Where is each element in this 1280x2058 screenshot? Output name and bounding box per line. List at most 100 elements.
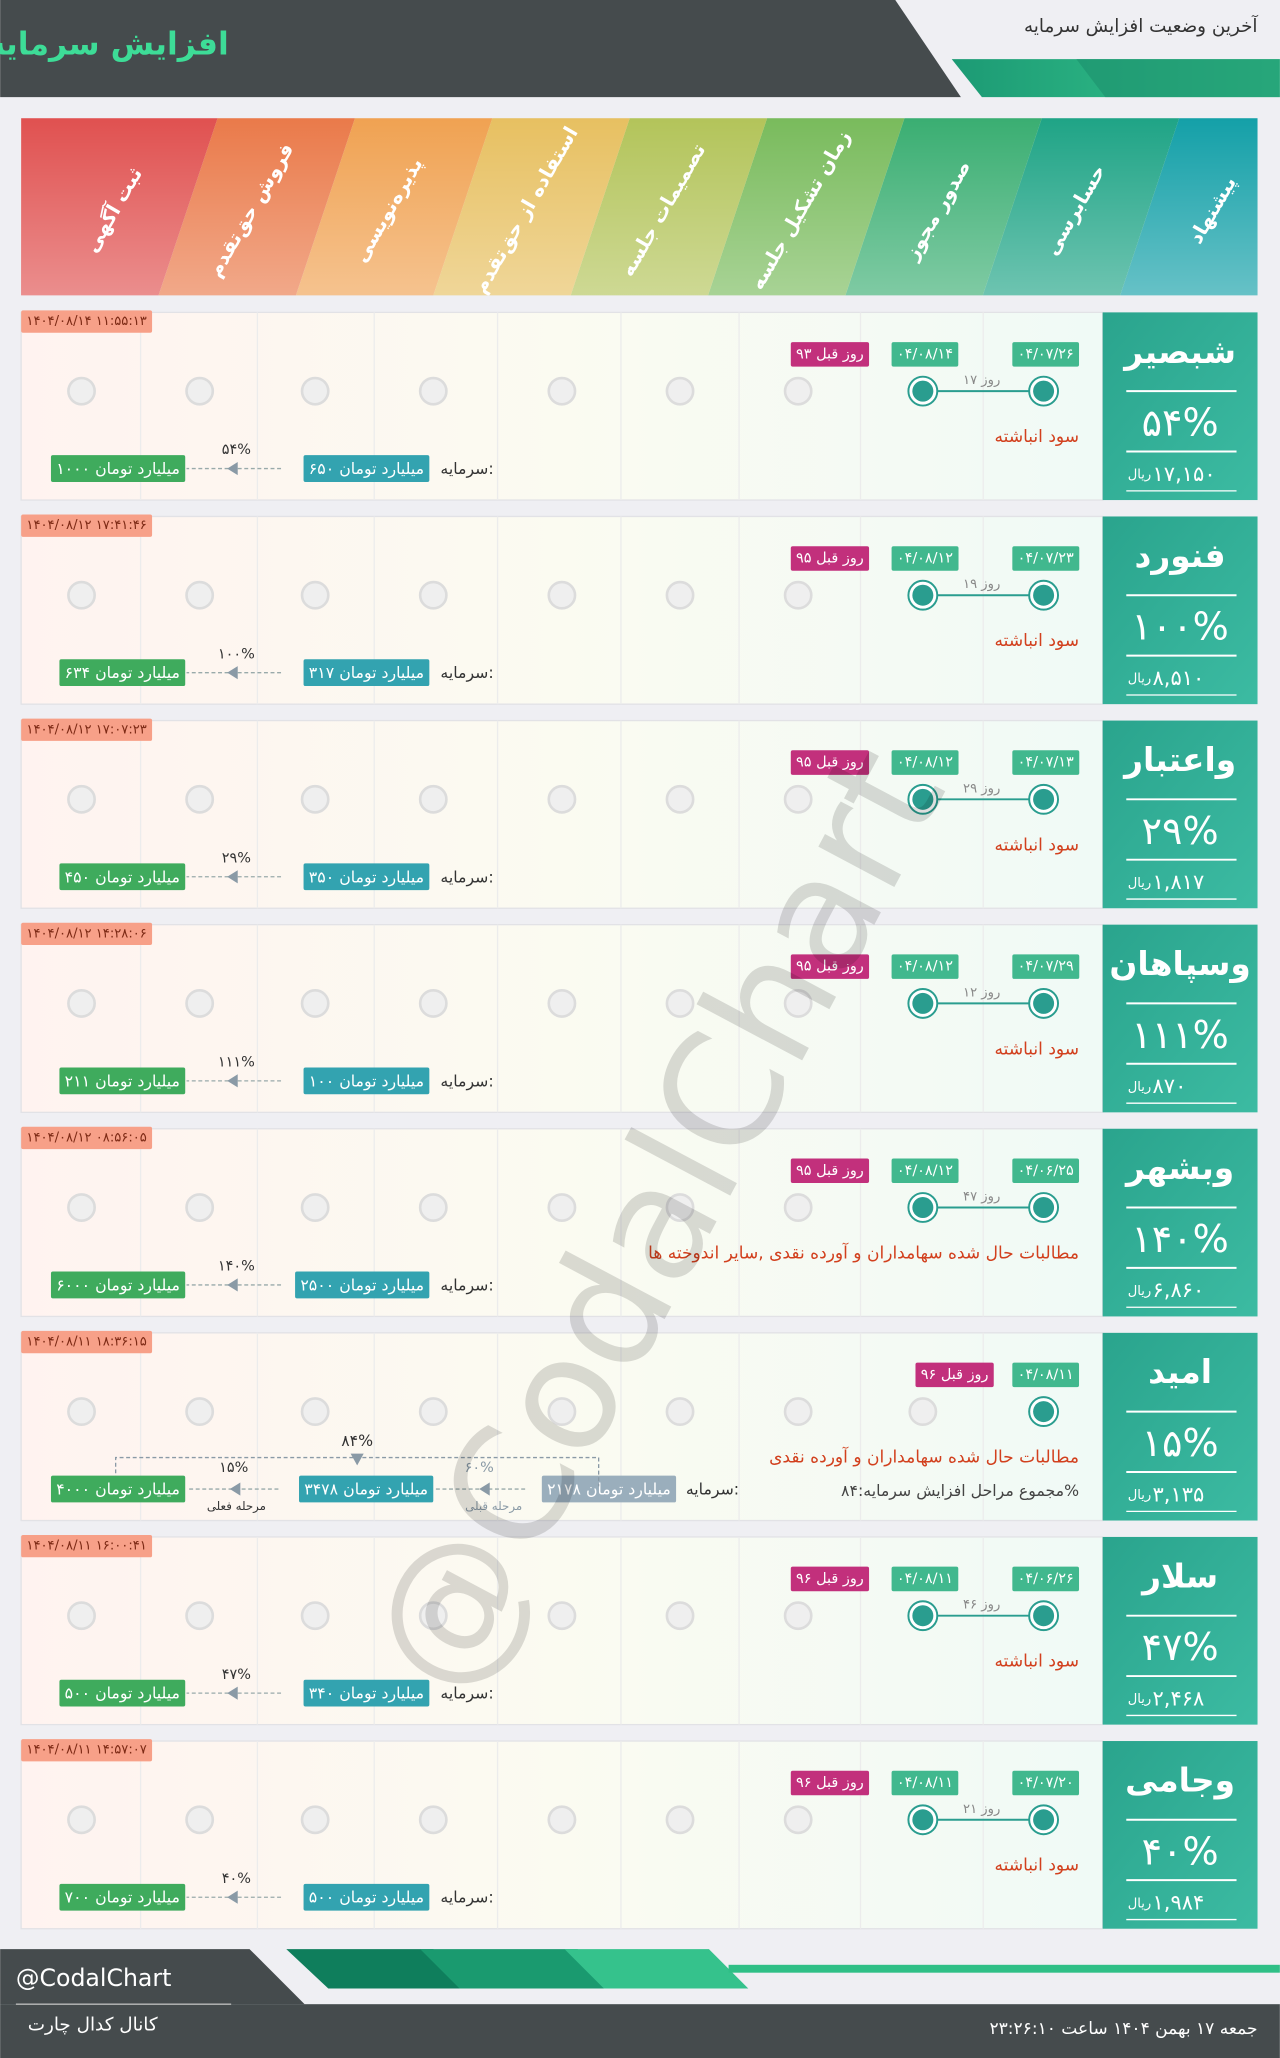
audit-date-bg <box>891 342 959 367</box>
stage-dot <box>185 1601 215 1631</box>
footer-ribbon <box>564 1949 749 1989</box>
footer-ribbon <box>286 1949 476 1989</box>
company-row: ۱۴۰۴/۰۸/۱۱ ۱۴:۵۷:۰۷ ۰۴/۰۷/۲۰ ۰۴/۰۸/۱۱ ۹۶ رو… <box>20 1739 1258 1930</box>
proposal-date-bg <box>1012 342 1080 367</box>
capital-before-bg <box>295 1271 430 1299</box>
capital-before-bg <box>303 1679 430 1707</box>
company-row: ۱۴۰۴/۰۸/۱۲ ۱۴:۲۸:۰۶ ۰۴/۰۷/۲۹ ۰۴/۰۸/۱۲ ۹۵ رو… <box>20 922 1258 1113</box>
capital-label: سرمایه: <box>686 1480 739 1500</box>
stage-dot <box>67 1193 96 1222</box>
footer-datetime: جمعه ۱۷ بهمن ۱۴۰۴ ساعت ۲۳:۲۶:۱۰ <box>989 2019 1257 2039</box>
stage-dot-done-core <box>1033 1401 1055 1423</box>
stage-dot <box>547 376 577 406</box>
timestamp: ۱۴۰۴/۰۸/۱۴ ۱۱:۵۵:۱۳ <box>26 314 146 329</box>
timestamp-bg <box>21 310 153 333</box>
percent: ۱۴۰% <box>1131 1217 1228 1261</box>
stage-dot <box>783 1193 813 1222</box>
proposal-date: ۰۴/۰۷/۲۰ <box>1018 1775 1074 1791</box>
increase: ۲۹% <box>222 850 251 866</box>
symbol: واعتبار <box>1122 741 1236 780</box>
price: ۱۷,۱۵۰ <box>1153 462 1216 486</box>
stage-dot <box>547 1193 577 1222</box>
stage-dot <box>665 988 695 1018</box>
funding-source: سود انباشته <box>995 1856 1079 1876</box>
capital-after: ۱۰۰۰ میلیارد تومان <box>56 459 180 479</box>
row-side <box>1102 312 1258 501</box>
stage-dot <box>783 580 813 610</box>
funding-source: سود انباشته <box>995 835 1079 855</box>
stage-dot-done-core <box>1033 380 1055 402</box>
price-unit: ریال <box>1128 1080 1152 1095</box>
stage-dot <box>185 1397 215 1427</box>
proposal-date: ۰۴/۰۷/۲۳ <box>1018 550 1074 566</box>
capital-after-bg <box>50 455 186 482</box>
previous-increase: ۶۰% <box>465 1460 494 1476</box>
page-subtitle: آخرین وضعیت افزایش سرمایه <box>1024 14 1258 37</box>
stage-dot <box>418 376 448 406</box>
row-side <box>1102 720 1258 909</box>
days-ago: ۹۵ روز قبل <box>796 959 864 975</box>
stage-dot <box>185 1805 215 1835</box>
increase: ۱۰۰% <box>218 646 255 662</box>
funding-source: سود انباشته <box>995 1039 1079 1059</box>
company-row: ۱۴۰۴/۰۸/۱۲ ۱۷:۰۷:۲۳ ۰۴/۰۷/۱۳ ۰۴/۰۸/۱۲ ۹۵ رو… <box>20 718 1258 909</box>
stage-dot <box>418 580 448 610</box>
days-ago-bg <box>790 342 870 367</box>
stage-dot <box>665 1601 695 1631</box>
proposal-date-bg <box>1012 1566 1080 1592</box>
duration: ۴۷ روز <box>963 1190 1000 1205</box>
stage-dot <box>300 376 330 406</box>
days-ago-bg <box>790 1566 870 1592</box>
capital-after-bg <box>59 863 186 891</box>
capital-middle: ۳۴۷۸ میلیارد تومان <box>304 1480 428 1500</box>
symbol: شبصیر <box>1122 333 1236 371</box>
stage-dot-done-core <box>1033 1605 1055 1627</box>
audit-date-bg <box>891 546 959 571</box>
timestamp: ۱۴۰۴/۰۸/۱۲ ۰۸:۵۶:۰۵ <box>26 1130 146 1145</box>
capital-label: سرمایه: <box>440 1275 493 1295</box>
company-row: ۱۴۰۴/۰۸/۱۲ ۰۸:۵۶:۰۵ ۰۴/۰۶/۲۵ ۰۴/۰۸/۱۲ ۹۵ رو… <box>20 1126 1258 1318</box>
footer-ribbon <box>420 1949 618 1989</box>
stage-dot-done-core <box>912 788 934 810</box>
stage-dot <box>665 1193 695 1222</box>
price-unit: ریال <box>1128 1896 1152 1911</box>
footer-channel: کانال کدال چارت <box>28 2015 158 2036</box>
increase: ۴۷% <box>222 1667 251 1683</box>
symbol: وسپاهان <box>1109 945 1250 984</box>
capital-label: سرمایه: <box>440 1684 493 1704</box>
price: ۸۷۰ <box>1153 1074 1187 1098</box>
days-ago-bg <box>790 1158 870 1184</box>
capital-after: ۵۰۰ میلیارد تومان <box>65 1684 180 1704</box>
funding-source: مطالبات حال شده سهامداران و آورده نقدی ,… <box>648 1241 1079 1263</box>
timestamp-bg <box>21 1534 153 1558</box>
capital-before: ۶۵۰ میلیارد تومان <box>309 459 424 479</box>
capital-before: ۲۱۷۸ میلیارد تومان <box>547 1480 671 1500</box>
stage-dot <box>665 1805 695 1835</box>
capital-after: ۷۰۰ میلیارد تومان <box>65 1888 180 1908</box>
price: ۱,۸۱۷ <box>1153 870 1205 894</box>
capital-before: ۱۰۰ میلیارد تومان <box>309 1071 424 1091</box>
price-unit: ریال <box>1128 468 1152 483</box>
audit-date: ۰۴/۰۸/۱۲ <box>897 1163 953 1179</box>
price-unit: ریال <box>1128 1284 1152 1299</box>
price: ۶,۸۶۰ <box>1153 1278 1205 1302</box>
funding-source: سود انباشته <box>995 631 1079 651</box>
audit-date-bg <box>891 1770 959 1796</box>
capital-after-bg <box>59 1679 186 1707</box>
stage-dot <box>300 1193 330 1222</box>
capital-before-bg <box>303 455 430 482</box>
timestamp-bg <box>21 1330 153 1354</box>
proposal-date: ۰۴/۰۷/۱۳ <box>1018 755 1074 771</box>
stage-dot <box>665 1397 695 1427</box>
stage-dot <box>908 1397 938 1427</box>
timestamp-bg <box>21 1126 153 1150</box>
capital-before: ۳۱۷ میلیارد تومان <box>309 663 424 683</box>
stage-dot <box>665 580 695 610</box>
stage-dot <box>547 580 577 610</box>
total-arrow <box>350 1453 364 1466</box>
capital-label: سرمایه: <box>440 1888 493 1908</box>
price: ۸,۵۱۰ <box>1153 666 1205 690</box>
capital-before-bg <box>303 863 430 891</box>
total-increase: ۸۴% <box>341 1431 373 1450</box>
